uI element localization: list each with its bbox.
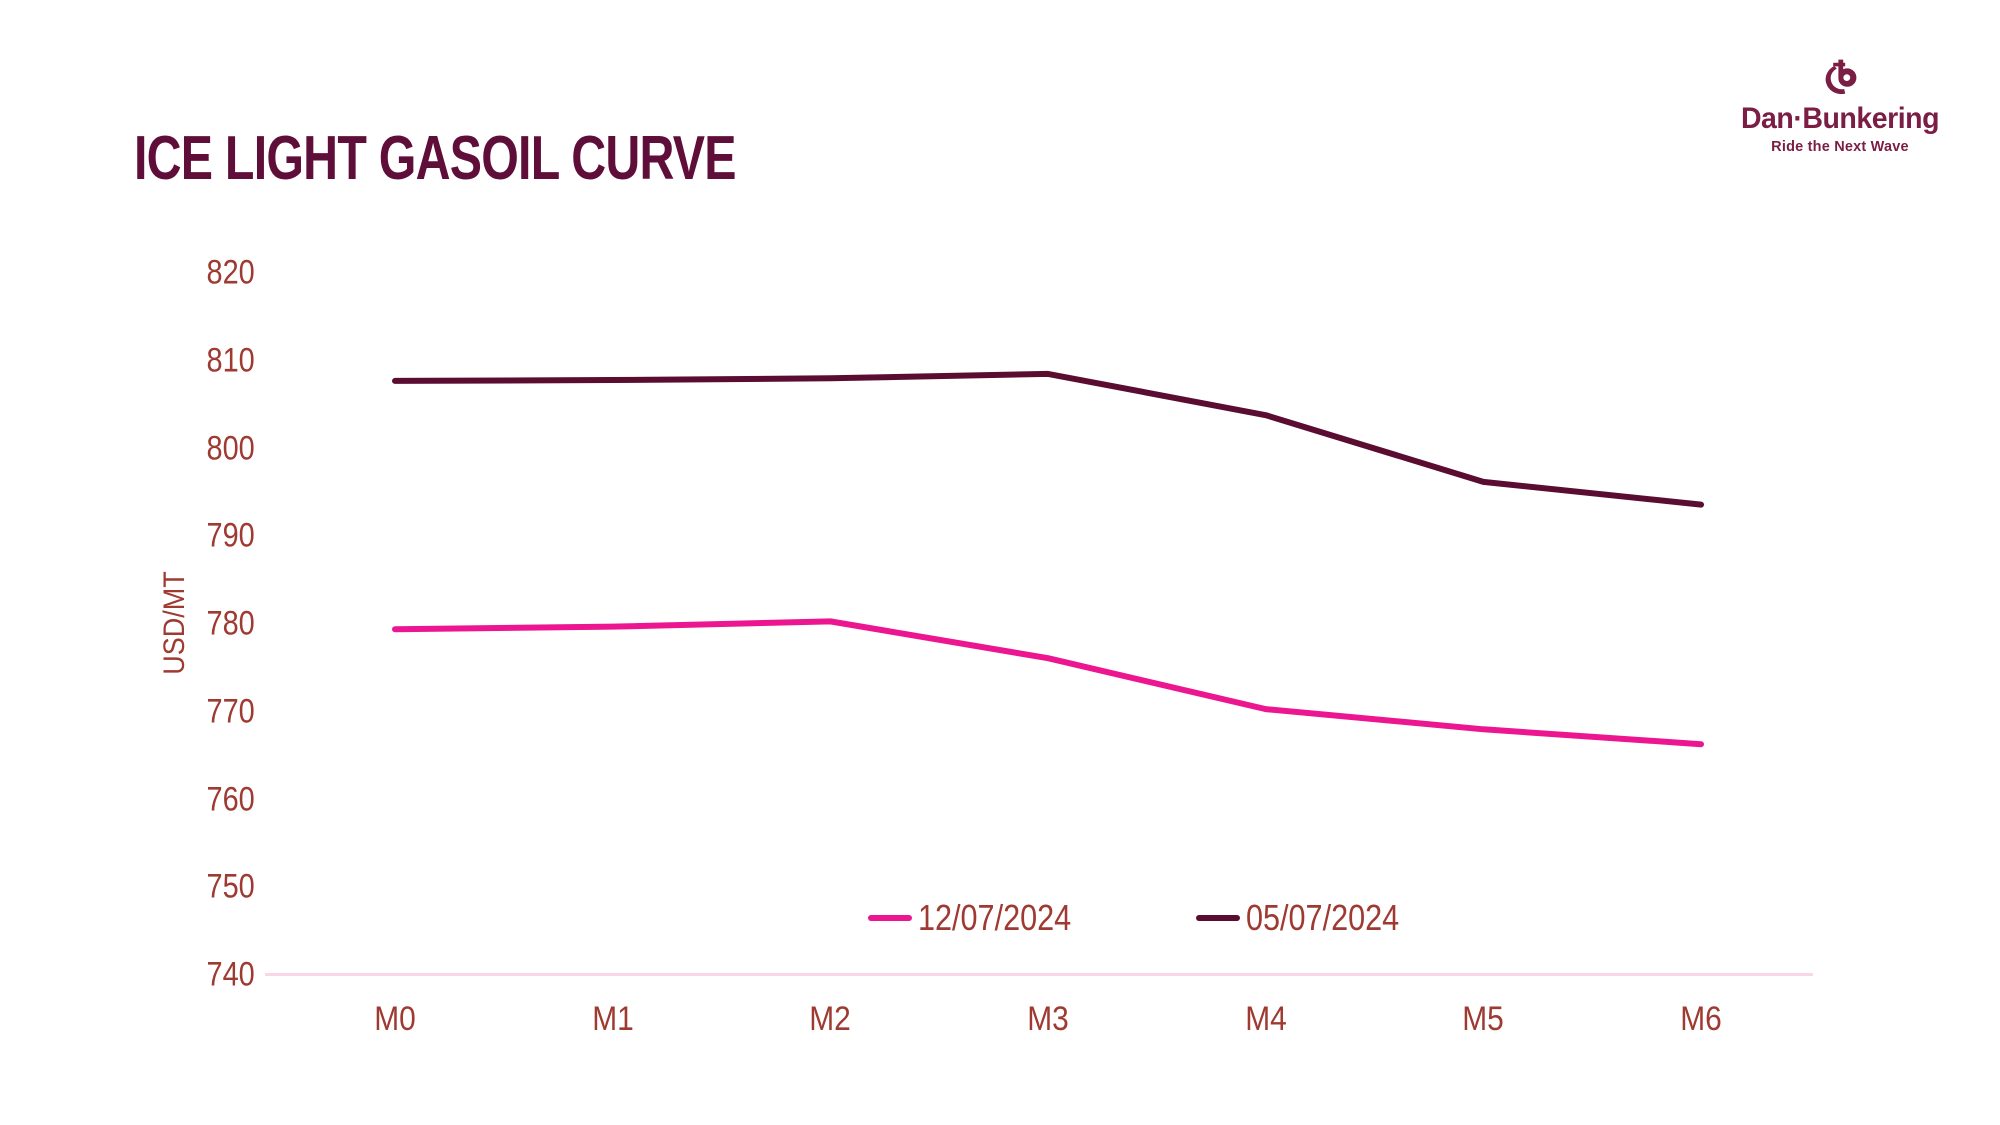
x-tick-label: M6 (1680, 1000, 1722, 1038)
x-tick-label: M1 (591, 1000, 634, 1038)
legend-label: 12/07/2024 (918, 897, 1072, 938)
page-title-text: ICE LIGHT GASOIL CURVE (134, 124, 737, 193)
series-line-05-07-2024 (392, 370, 1705, 508)
y-tick-label: 800 (206, 429, 255, 467)
legend-item: 05/07/2024 (1196, 897, 1426, 939)
y-tick-label: 750 (206, 867, 255, 906)
x-tick-label: M3 (1027, 1000, 1069, 1038)
x-axis-line (265, 973, 1813, 976)
legend-item: 12/07/2024 (868, 897, 1098, 939)
y-tick-label: 770 (206, 692, 255, 731)
logo-tagline: Ride the Next Wave (1771, 138, 1909, 155)
y-tick-label: 790 (206, 516, 255, 555)
logo-brand: Dan·Bunkering (1740, 102, 1940, 135)
y-tick-label: 780 (206, 604, 255, 643)
logo: Dan·Bunkering Ride the Next Wave (1735, 58, 1945, 155)
x-tick-label: M0 (374, 1000, 416, 1038)
x-tick-label: M5 (1462, 1000, 1505, 1038)
x-tick-label: M2 (809, 1000, 852, 1038)
legend-line-swatch (1196, 915, 1240, 921)
y-tick-label: 820 (206, 253, 255, 292)
y-tick-label: 760 (206, 780, 255, 818)
y-tick-label: 740 (206, 955, 255, 994)
legend-label: 05/07/2024 (1246, 897, 1400, 938)
anchor-b-icon (1825, 59, 1857, 95)
series-line-12-07-2024 (392, 618, 1705, 748)
page-title: ICE LIGHT GASOIL CURVE (134, 128, 905, 190)
x-tick-label: M4 (1244, 1000, 1287, 1038)
y-tick-label: 810 (206, 341, 255, 380)
legend-line-swatch (868, 915, 912, 921)
